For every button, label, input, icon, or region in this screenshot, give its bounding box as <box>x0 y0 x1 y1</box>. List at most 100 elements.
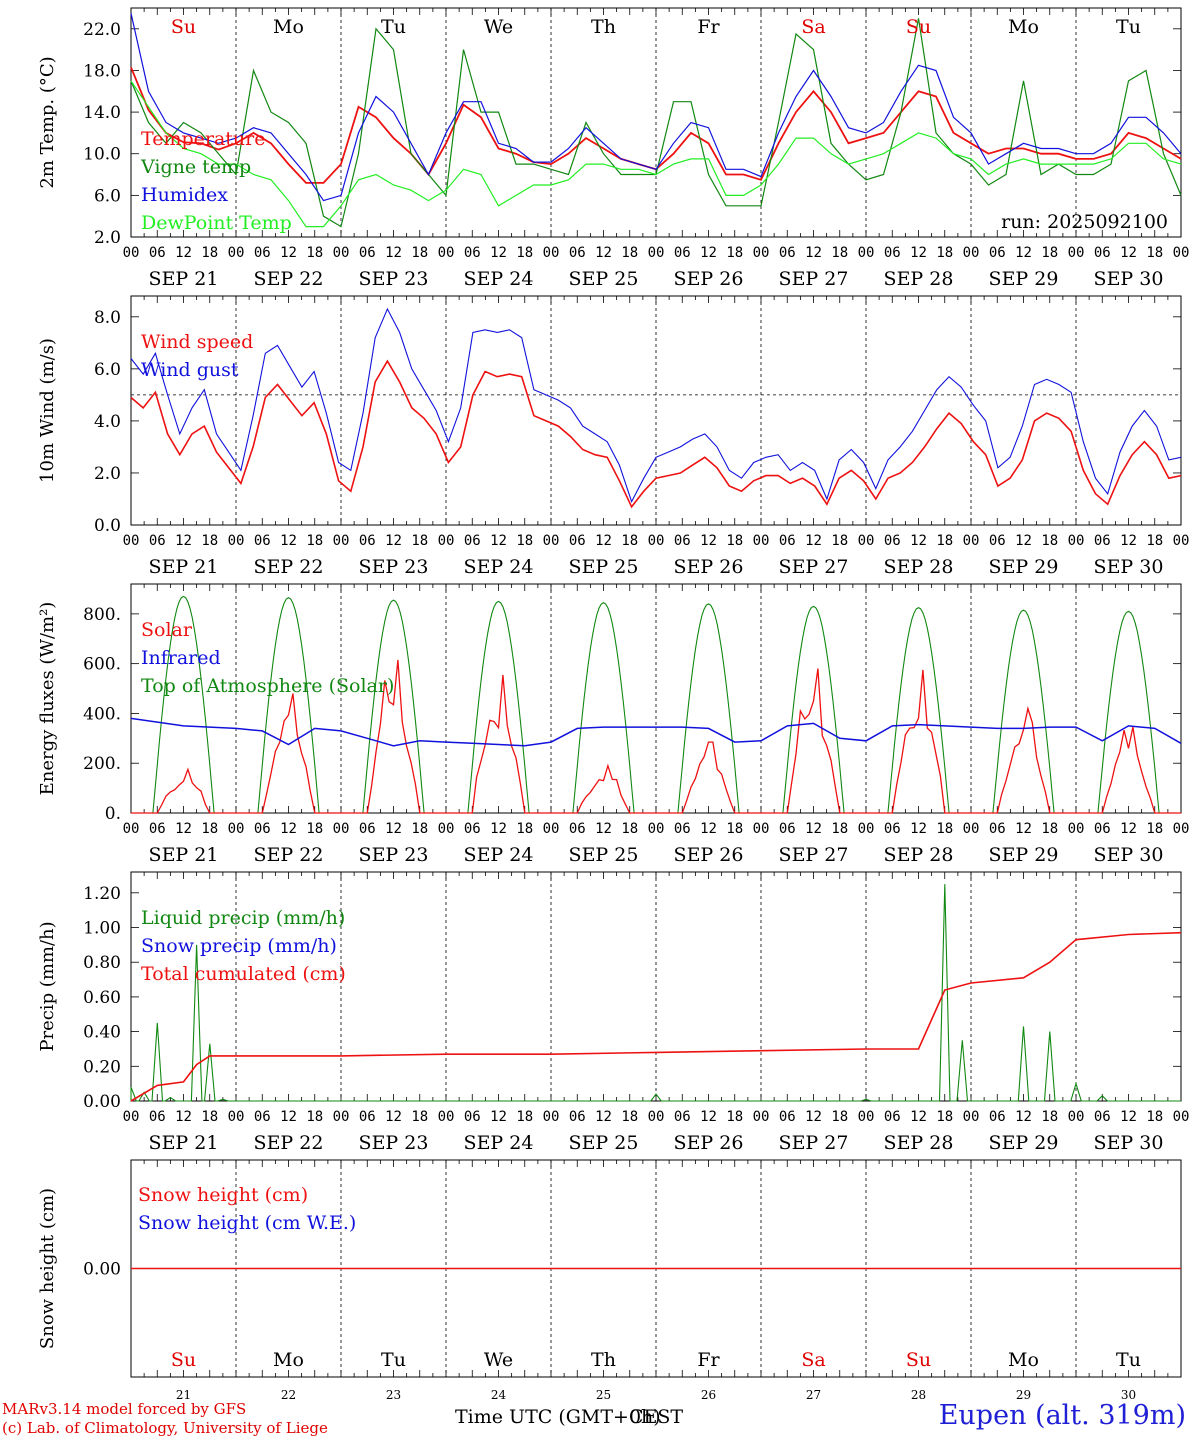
y-tick-label: 0. <box>105 804 121 824</box>
hour-tick-label: 06 <box>989 821 1006 837</box>
hour-tick-label: 12 <box>1015 533 1032 549</box>
credits: MARv3.14 model forced by GFS (c) Lab. of… <box>2 1400 328 1438</box>
hour-tick-label: 00 <box>963 821 980 837</box>
day-number: 24 <box>490 1388 507 1402</box>
hour-tick-label: 06 <box>779 533 796 549</box>
hour-tick-label: 18 <box>306 821 323 837</box>
hour-tick-label: 00 <box>228 1109 245 1125</box>
hour-tick-label: 18 <box>306 1109 323 1125</box>
hour-tick-label: 00 <box>228 821 245 837</box>
hour-tick-label: 18 <box>831 533 848 549</box>
day-number: 26 <box>700 1388 717 1402</box>
legend-vigne-temp: Vigne temp <box>140 156 251 178</box>
date-label: SEP 28 <box>884 268 954 290</box>
y-axis-label: 2m Temp. (°C) <box>37 56 58 188</box>
hour-tick-label: 00 <box>123 1109 140 1125</box>
legend-liquid-precip-mm-h-: Liquid precip (mm/h) <box>141 907 345 929</box>
hour-tick-label: 12 <box>700 821 717 837</box>
hour-tick-label: 00 <box>333 1109 350 1125</box>
hour-tick-label: 00 <box>648 821 665 837</box>
hour-tick-label: 18 <box>1041 1109 1058 1125</box>
hour-tick-label: 12 <box>175 821 192 837</box>
hour-tick-label: 06 <box>779 245 796 261</box>
weekday-label-bottom: Mo <box>273 1349 304 1371</box>
y-tick-label: 1.00 <box>83 919 121 939</box>
hour-tick-label: 12 <box>1015 1109 1032 1125</box>
hour-tick-label: 00 <box>438 821 455 837</box>
hour-tick-label: 00 <box>648 1109 665 1125</box>
hour-tick-label: 06 <box>884 821 901 837</box>
y-axis-label: Energy fluxes (W/m²) <box>37 602 58 796</box>
hour-tick-label: 12 <box>385 245 402 261</box>
weekday-label-bottom: Th <box>591 1349 616 1371</box>
y-tick-label: 6.0 <box>94 360 121 380</box>
y-tick-label: 4.0 <box>94 412 121 432</box>
hour-tick-label: 18 <box>516 245 533 261</box>
date-label: SEP 26 <box>674 844 744 866</box>
hour-tick-label: 18 <box>516 1109 533 1125</box>
hour-tick-label: 18 <box>306 245 323 261</box>
hour-tick-label: 00 <box>1173 821 1190 837</box>
weekday-label-bottom: Fr <box>697 1349 720 1371</box>
hour-tick-label: 12 <box>175 533 192 549</box>
hour-tick-label: 06 <box>464 1109 481 1125</box>
legend-temperature: Temperature <box>141 128 265 150</box>
hour-tick-label: 00 <box>858 821 875 837</box>
weekday-label-bottom: Sa <box>801 1349 825 1371</box>
hour-tick-label: 18 <box>201 1109 218 1125</box>
date-label: SEP 23 <box>359 268 429 290</box>
date-label: SEP 30 <box>1094 268 1164 290</box>
weekday-label: Tu <box>381 16 406 38</box>
hour-tick-label: 18 <box>831 821 848 837</box>
hour-tick-label: 06 <box>989 533 1006 549</box>
legend-total-cumulated-cm-: Total cumulated (cm) <box>141 963 346 985</box>
date-label: SEP 21 <box>149 268 219 290</box>
date-label: SEP 22 <box>254 844 324 866</box>
hour-tick-label: 18 <box>621 821 638 837</box>
y-tick-label: 8.0 <box>94 308 121 328</box>
date-label: SEP 28 <box>884 556 954 578</box>
panel-precip: 1.20 1.00 0.80 0.60 0.40 0.20 0.00 Precip (mm/h… <box>37 871 1189 1154</box>
series-humidex <box>130 13 1182 202</box>
hour-tick-label: 00 <box>543 821 560 837</box>
legend-top-of-atmosphere-solar-: Top of Atmosphere (Solar) <box>141 675 394 697</box>
hour-tick-label: 12 <box>595 821 612 837</box>
hour-tick-label: 00 <box>438 533 455 549</box>
hour-tick-label: 00 <box>543 245 560 261</box>
hour-tick-label: 18 <box>936 821 953 837</box>
date-label: SEP 24 <box>464 844 534 866</box>
weekday-label-bottom: Su <box>906 1349 931 1371</box>
day-number: 23 <box>385 1388 402 1402</box>
hour-tick-label: 12 <box>1120 821 1137 837</box>
date-label: SEP 25 <box>569 1132 639 1154</box>
time-axis-label: Time UTC (GMT+0h) CEST <box>455 1406 683 1428</box>
date-label: SEP 27 <box>779 1132 849 1154</box>
hour-tick-label: 18 <box>1146 245 1163 261</box>
run-label: run: 2025092100 <box>1001 211 1168 233</box>
hour-tick-label: 18 <box>1146 821 1163 837</box>
hour-tick-label: 06 <box>149 245 166 261</box>
weekday-label: Su <box>171 16 196 38</box>
hour-tick-label: 12 <box>490 245 507 261</box>
hour-tick-label: 00 <box>228 533 245 549</box>
hour-tick-label: 12 <box>1120 245 1137 261</box>
hour-tick-label: 06 <box>569 533 586 549</box>
hour-tick-label: 06 <box>674 821 691 837</box>
hour-tick-label: 06 <box>464 245 481 261</box>
hour-tick-label: 18 <box>726 533 743 549</box>
hour-tick-label: 00 <box>648 245 665 261</box>
y-tick-label: 2.0 <box>94 228 121 248</box>
y-tick-label: 400. <box>83 704 121 724</box>
hour-tick-label: 06 <box>149 533 166 549</box>
panel-wind: 8.0 6.0 4.0 2.0 0.0 10m Wind (m/s) 00 06 12 18 SEP… <box>37 295 1189 578</box>
hour-tick-label: 12 <box>700 245 717 261</box>
hour-tick-label: 12 <box>805 821 822 837</box>
hour-tick-label: 00 <box>858 1109 875 1125</box>
hour-tick-label: 12 <box>910 1109 927 1125</box>
hour-tick-label: 18 <box>936 533 953 549</box>
weekday-label-bottom: Tu <box>381 1349 406 1371</box>
hour-tick-label: 00 <box>963 245 980 261</box>
hour-tick-label: 18 <box>411 821 428 837</box>
hour-tick-label: 00 <box>123 533 140 549</box>
